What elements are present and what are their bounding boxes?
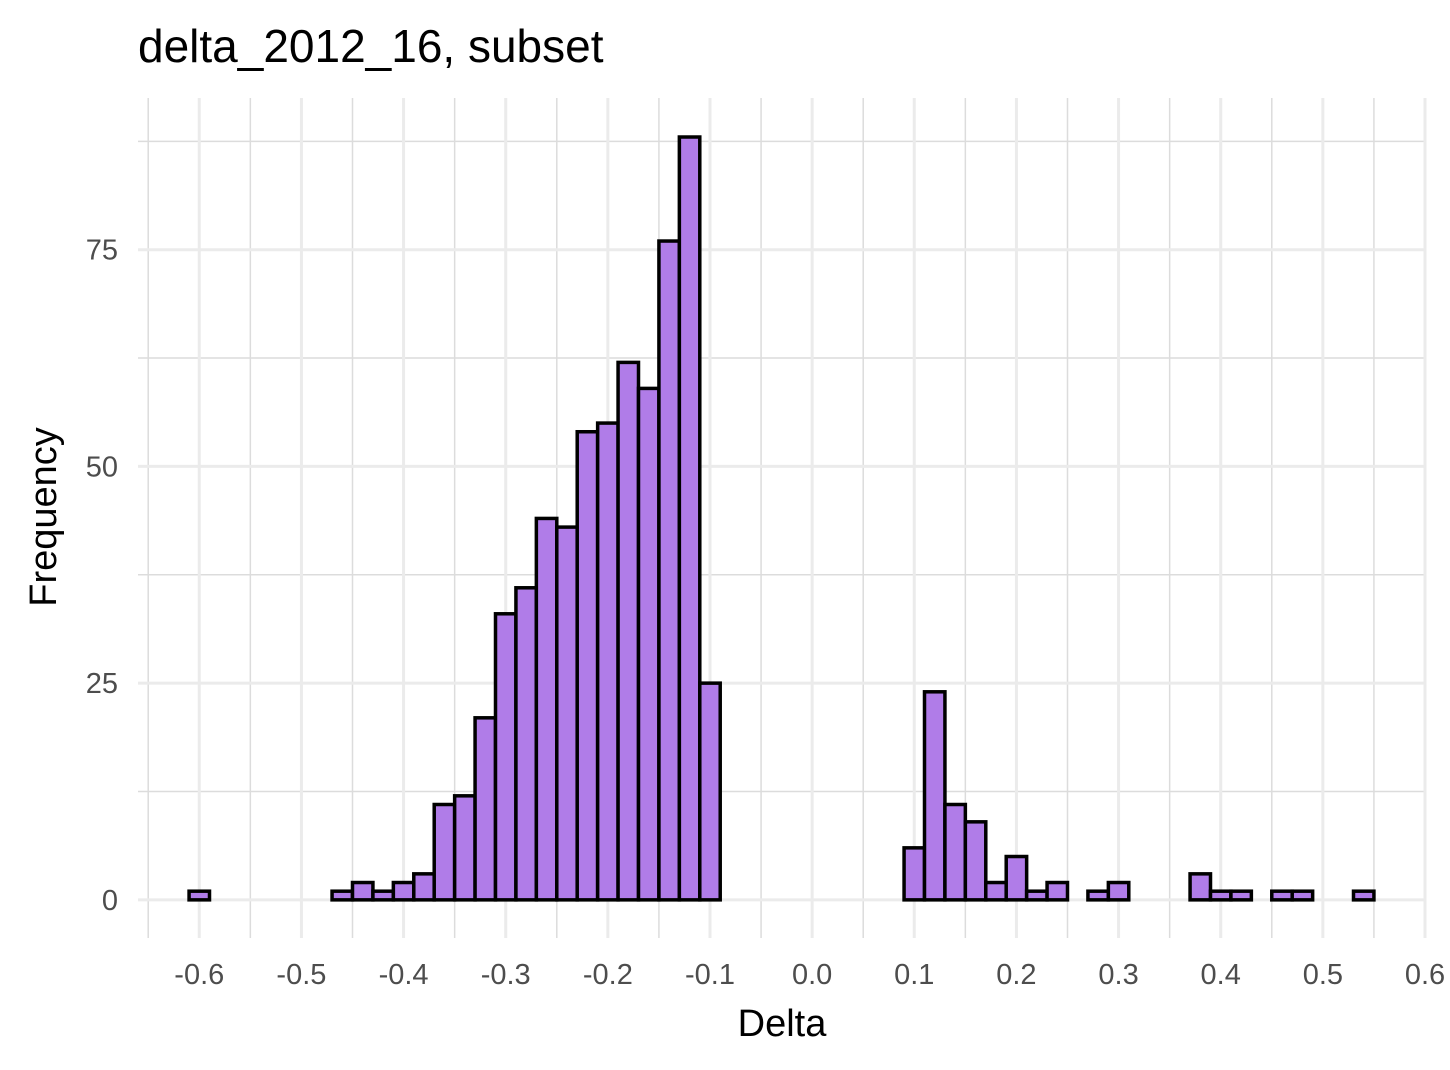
histogram-bar [391,880,416,902]
y-tick-label: 25 [86,668,118,700]
x-tick-label: -0.1 [685,959,735,991]
histogram-bar [1229,889,1254,902]
x-tick-label: 0.4 [1201,959,1241,991]
histogram-bar [1208,889,1233,902]
histogram-bar [493,612,518,902]
histogram-bar [1106,880,1131,902]
y-tick-label: 50 [86,451,118,483]
histogram-bar [1045,880,1070,902]
histogram-bar [514,586,539,902]
x-tick-label: 0.3 [1098,959,1138,991]
x-tick-label: -0.3 [481,959,531,991]
histogram-bar [452,794,477,902]
x-tick-label: -0.6 [174,959,224,991]
histogram-bar [555,525,579,902]
x-axis-title: Delta [738,1003,828,1045]
x-tick-label: 0.6 [1405,959,1445,991]
x-tick-label: 0.1 [894,959,934,991]
x-tick-label: -0.2 [583,959,633,991]
histogram-bar [1024,889,1049,902]
x-axis-ticks: -0.6 -0.5 -0.4 -0.3 -0.2 -0.1 0.0 0.1 0.2 0.3 0.4 0… [174,959,1445,991]
histogram-bar [943,802,968,902]
histogram-bar [1290,889,1315,902]
histogram-bar [984,880,1008,902]
histogram-bar [902,846,927,902]
chart-title: delta_2012_16, subset [138,20,604,72]
y-axis-ticks: 0 25 50 75 [86,235,118,917]
histogram-bar [595,421,620,902]
histogram-bar [963,820,988,902]
x-tick-label: 0.0 [792,959,832,991]
histogram-bar [657,239,682,902]
histogram-bar [412,872,436,902]
histogram-bar [1270,889,1294,902]
y-axis-title: Frequency [23,427,65,607]
x-tick-label: -0.5 [276,959,326,991]
bars [187,135,1376,902]
histogram-bar [1086,889,1111,902]
histogram-bar [636,386,661,902]
grid [138,98,1427,938]
histogram-bar [350,880,375,902]
histogram-bar [187,889,212,902]
histogram-bar [1351,889,1376,902]
histogram-bar [1004,854,1029,902]
y-tick-label: 0 [102,885,118,917]
histogram-bar [432,802,457,902]
histogram-bar [534,516,559,902]
histogram-bar [616,360,641,902]
histogram-bar [698,681,722,902]
x-tick-label: -0.4 [379,959,429,991]
histogram-bar [575,429,600,902]
histogram-bar [677,135,702,902]
histogram-bar [922,690,947,902]
histogram-bar [330,889,355,902]
histogram-bar [1188,872,1213,902]
x-tick-label: 0.2 [996,959,1036,991]
y-tick-label: 75 [86,235,118,267]
histogram-bar [473,716,498,902]
x-tick-label: 0.5 [1303,959,1343,991]
histogram-bar [371,889,396,902]
